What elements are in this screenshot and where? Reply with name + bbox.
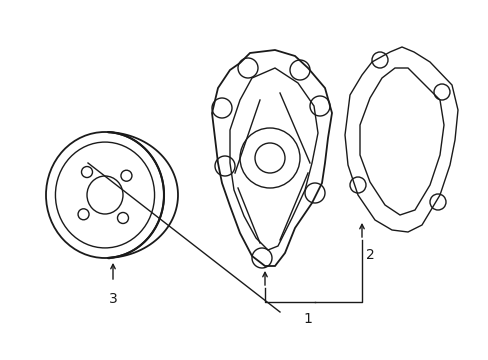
Text: 2: 2	[365, 248, 374, 262]
Text: 3: 3	[108, 292, 117, 306]
Text: 1: 1	[303, 312, 312, 326]
